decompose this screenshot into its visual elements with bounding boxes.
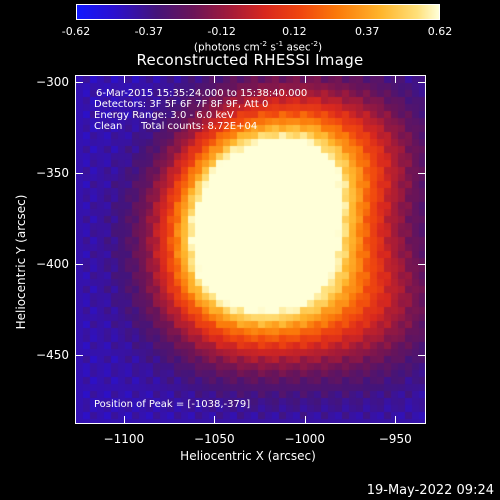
colorbar-tick-label: 0.12 bbox=[282, 25, 307, 38]
x-tick-mark bbox=[123, 75, 125, 83]
x-axis-label: Heliocentric X (arcsec) bbox=[180, 449, 316, 463]
y-tick-mark bbox=[75, 173, 83, 175]
plot-title: Reconstructed RHESSI Image bbox=[136, 51, 364, 69]
y-axis-label: Heliocentric Y (arcsec) bbox=[14, 194, 28, 330]
detectors-annotation: Detectors: 3F 5F 6F 7F 8F 9F, Att 0 bbox=[94, 99, 269, 110]
y-tick-label: −300 bbox=[36, 75, 69, 90]
colorbar-tick-label: 0.37 bbox=[354, 25, 380, 38]
colorbar-tick-label: -0.12 bbox=[207, 25, 236, 38]
x-tick-mark bbox=[395, 75, 397, 83]
x-tick-mark bbox=[304, 75, 306, 83]
x-tick-mark bbox=[214, 75, 216, 83]
colorbar-units: (photons cm-2 s-1 asec-2) bbox=[193, 39, 323, 54]
time-range-annotation: 6-Mar-2015 15:35:24.000 to 15:38:40.000 bbox=[96, 88, 308, 99]
y-tick-mark bbox=[75, 354, 83, 356]
heatmap-image bbox=[76, 76, 425, 423]
colorbar-tick-label: 0.62 bbox=[427, 25, 453, 38]
peak-position-annotation: Position of Peak = [-1038,-379] bbox=[94, 399, 251, 410]
x-tick-mark bbox=[395, 416, 397, 424]
x-tick-label: −950 bbox=[378, 432, 412, 446]
clean-annotation: Clean bbox=[94, 121, 123, 132]
x-tick-mark bbox=[123, 416, 125, 424]
x-tick-label: −1000 bbox=[284, 432, 326, 446]
x-tick-mark bbox=[214, 416, 216, 424]
energy-annotation: Energy Range: 3.0 - 6.0 keV bbox=[94, 110, 234, 121]
heatmap-plot-area: 6-Mar-2015 15:35:24.000 to 15:38:40.000 … bbox=[75, 75, 426, 424]
y-tick-mark bbox=[75, 264, 83, 266]
total-counts-annotation: Total counts: 8.72E+04 bbox=[141, 121, 258, 132]
colorbar-tick-label: -0.37 bbox=[134, 25, 164, 38]
colorbar bbox=[76, 4, 440, 20]
timestamp: 19-May-2022 09:24 bbox=[366, 483, 494, 498]
y-tick-mark bbox=[75, 82, 83, 84]
y-tick-mark bbox=[418, 264, 426, 266]
y-tick-label: −400 bbox=[36, 257, 69, 272]
x-tick-label: −1100 bbox=[103, 432, 145, 446]
y-tick-label: −450 bbox=[36, 347, 69, 362]
y-tick-label: −350 bbox=[36, 166, 69, 181]
y-tick-mark bbox=[418, 354, 426, 356]
y-tick-mark bbox=[418, 82, 426, 84]
y-tick-mark bbox=[418, 173, 426, 175]
colorbar-tick-label: -0.62 bbox=[61, 25, 91, 38]
x-tick-mark bbox=[304, 416, 306, 424]
x-tick-label: −1050 bbox=[194, 432, 235, 446]
